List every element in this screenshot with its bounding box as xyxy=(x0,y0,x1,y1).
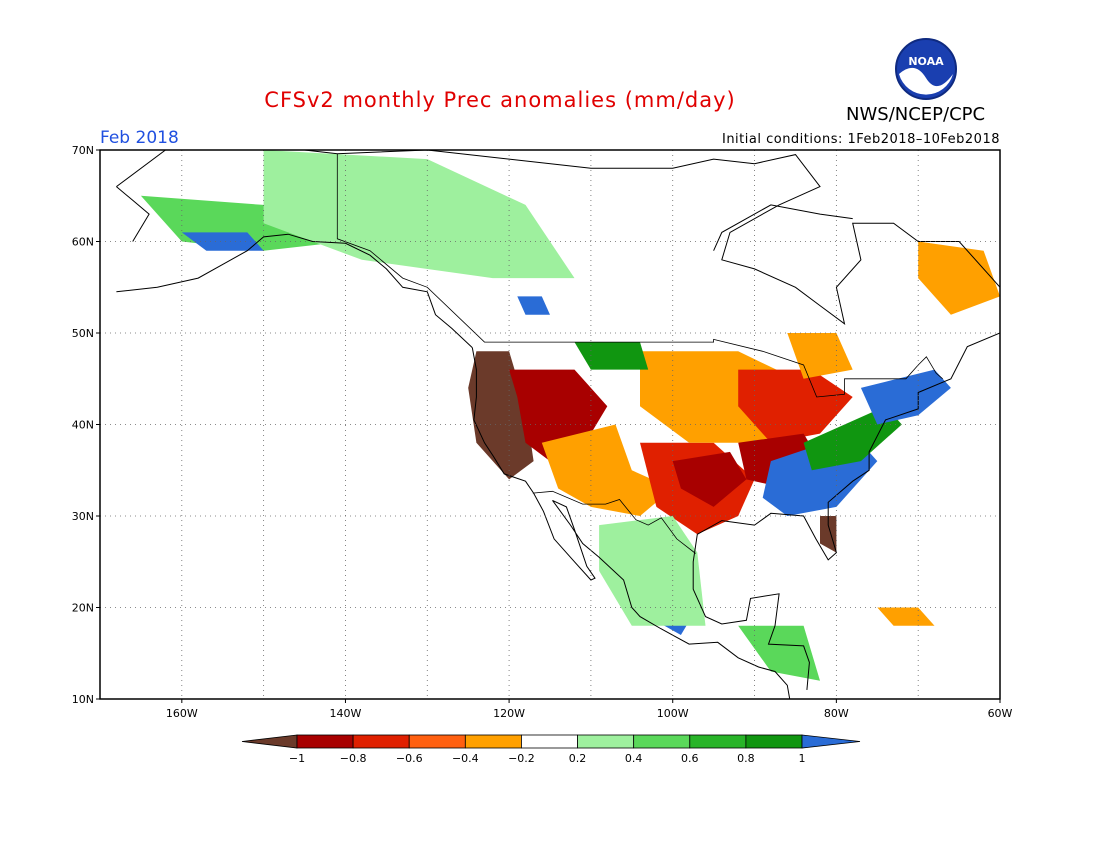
colorbar-label: −1 xyxy=(289,752,305,765)
logo-text: NOAA xyxy=(908,55,944,68)
agency-label: NWS/NCEP/CPC xyxy=(846,104,986,125)
coastline-0 xyxy=(116,150,1000,690)
colorbar-arrow-high xyxy=(801,734,861,749)
hudson-bay-coast xyxy=(713,204,853,251)
colorbar-label: 0.6 xyxy=(681,752,699,765)
anomaly-region-bc-interior xyxy=(517,296,550,315)
colorbar-label: 0.4 xyxy=(625,752,643,765)
anomaly-region-western-canada xyxy=(263,150,575,279)
lon-label: 160W xyxy=(166,707,198,720)
colorbar-label: −0.4 xyxy=(452,752,479,765)
colorbar-label: −0.8 xyxy=(340,752,367,765)
colorbar-swatch xyxy=(408,734,466,749)
us-mexico-border xyxy=(532,490,696,554)
lat-label: 10N xyxy=(72,693,94,706)
initial-conditions-label: Initial conditions: 1Feb2018–10Feb2018 xyxy=(721,132,1000,147)
anomaly-region-caribbean xyxy=(877,607,935,626)
graticule xyxy=(100,150,1000,699)
lat-label: 20N xyxy=(72,602,94,615)
colorbar-swatch xyxy=(352,734,410,749)
anomaly-region-central-plains-red xyxy=(672,451,747,507)
lon-label: 100W xyxy=(657,707,689,720)
lat-label: 60N xyxy=(72,236,94,249)
colorbar-swatch xyxy=(521,734,578,749)
anomaly-region-great-lakes xyxy=(738,369,853,443)
noaa-logo: NOAA xyxy=(895,38,957,100)
lon-label: 140W xyxy=(330,707,362,720)
lon-label: 60W xyxy=(988,707,1013,720)
anomaly-region-southwest xyxy=(541,424,673,516)
coastline-2 xyxy=(116,233,473,348)
valid-month-label: Feb 2018 xyxy=(100,128,179,148)
lon-label: 120W xyxy=(493,707,525,720)
anomaly-region-labrador xyxy=(918,241,1000,315)
anomaly-region-central-america xyxy=(738,625,820,681)
lat-label: 70N xyxy=(72,144,94,157)
lat-label: 30N xyxy=(72,510,94,523)
colorbar-label: 0.2 xyxy=(569,752,587,765)
colorbar-swatch xyxy=(745,734,803,749)
colorbar-label: −0.2 xyxy=(508,752,535,765)
anomaly-region-eastern-canada xyxy=(787,333,853,379)
colorbar-arrow-low xyxy=(241,734,298,749)
anomaly-region-mexico-green xyxy=(599,516,706,626)
colorbar-label: 0.8 xyxy=(737,752,755,765)
colorbar-swatch xyxy=(464,734,522,749)
colorbar-label: 1 xyxy=(799,752,806,765)
colorbar-swatch xyxy=(296,734,354,749)
anomaly-region-alaska-south xyxy=(181,232,264,251)
latitude-labels: 70N 60N 50N 40N 30N 20N 10N xyxy=(72,144,100,706)
colorbar: −1 −0.8 −0.6 −0.4 −0.2 0.2 0.4 0.6 0.8 1 xyxy=(241,734,861,765)
anomaly-layer xyxy=(140,150,1000,681)
anomaly-region-northeast xyxy=(860,369,951,425)
colorbar-swatch xyxy=(633,734,691,749)
lat-label: 40N xyxy=(72,419,94,432)
colorbar-swatch xyxy=(689,734,747,749)
anomaly-region-florida xyxy=(820,516,837,553)
anomaly-region-northern-plains xyxy=(574,342,649,370)
colorbar-swatch xyxy=(577,734,635,749)
chart-title: CFSv2 monthly Prec anomalies (mm/day) xyxy=(0,88,1100,112)
coastline-3 xyxy=(116,186,150,242)
coastline-1 xyxy=(471,347,791,699)
lat-label: 50N xyxy=(72,327,94,340)
longitude-labels: 160W 140W 120W 100W 80W 60W xyxy=(166,699,1013,720)
title-text: CFSv2 monthly Prec anomalies (mm/day) xyxy=(264,88,736,112)
colorbar-label: −0.6 xyxy=(396,752,423,765)
lon-label: 80W xyxy=(824,707,849,720)
